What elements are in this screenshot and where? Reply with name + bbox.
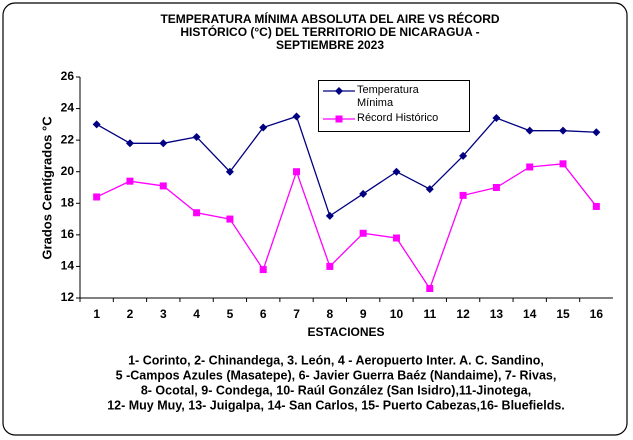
legend-item: Récord Histórico — [319, 112, 469, 125]
marker — [192, 132, 201, 141]
x-tick-label: 7 — [293, 307, 300, 321]
marker — [335, 115, 343, 123]
legend-label: Récord Histórico — [357, 112, 439, 124]
y-tick-label: 26 — [61, 69, 75, 83]
marker — [93, 193, 101, 201]
y-tick-label: 12 — [61, 290, 75, 304]
y-tick-label: 22 — [61, 132, 75, 146]
marker — [259, 123, 268, 132]
marker — [193, 209, 201, 217]
marker — [425, 185, 434, 194]
marker — [492, 184, 500, 191]
x-tick-label: 3 — [160, 307, 167, 321]
y-tick-label: 16 — [61, 227, 75, 241]
y-tick-label: 18 — [61, 195, 75, 209]
marker — [335, 87, 343, 95]
marker — [459, 151, 468, 160]
marker — [126, 177, 134, 185]
x-tick-label: 12 — [456, 307, 470, 321]
marker — [226, 215, 234, 223]
y-tick-label: 20 — [61, 164, 75, 178]
x-axis-label: ESTACIONES — [307, 325, 384, 339]
marker — [459, 191, 467, 199]
marker — [326, 262, 334, 270]
marker — [559, 160, 567, 168]
marker — [325, 211, 334, 220]
y-tick-label: 24 — [61, 101, 75, 115]
marker — [225, 167, 234, 176]
x-tick-label: 2 — [127, 307, 134, 321]
x-tick-label: 16 — [590, 307, 604, 321]
marker — [526, 163, 534, 171]
marker — [525, 126, 534, 135]
marker — [559, 126, 568, 135]
marker — [125, 139, 134, 148]
marker — [392, 234, 400, 242]
footnote: 1- Corinto, 2- Chinandega, 3. León, 4 - … — [128, 353, 544, 367]
chart-title: TEMPERATURA MÍNIMA ABSOLUTA DEL AIRE VS … — [160, 11, 499, 26]
frame — [2, 2, 628, 436]
footnote: 8- Ocotal, 9- Condega, 10- Raúl González… — [141, 383, 531, 397]
x-tick-label: 15 — [556, 307, 570, 321]
marker — [159, 139, 168, 148]
marker — [159, 182, 167, 190]
legend-label: Temperatura Mínima — [357, 84, 419, 109]
y-tick-label: 14 — [61, 259, 75, 273]
marker — [359, 229, 367, 237]
x-tick-label: 9 — [360, 307, 367, 321]
x-tick-label: 5 — [227, 307, 234, 321]
chart-title: HISTÓRICO (°C) DEL TERRITORIO DE NICARAG… — [180, 24, 479, 39]
marker — [259, 266, 267, 274]
legend-swatch — [323, 87, 355, 95]
x-tick-label: 6 — [260, 307, 267, 321]
marker — [426, 285, 434, 293]
footnote: 5 -Campos Azules (Masatepe), 6- Javier G… — [116, 368, 557, 382]
y-axis-label: Grados Centígrados °C — [39, 116, 54, 260]
marker — [492, 114, 501, 123]
series-line — [96, 163, 597, 290]
footnote: 12- Muy Muy, 13- Juigalpa, 14- San Carlo… — [107, 398, 565, 412]
legend-item: Temperatura Mínima — [319, 84, 419, 110]
marker — [392, 167, 401, 176]
x-tick-label: 10 — [390, 307, 404, 321]
marker — [592, 202, 600, 210]
marker — [592, 128, 601, 137]
x-tick-label: 11 — [423, 307, 436, 321]
marker — [292, 112, 301, 121]
marker — [293, 168, 301, 176]
x-tick-label: 13 — [490, 307, 504, 321]
legend-swatch — [323, 115, 355, 123]
chart-title: SEPTIEMBRE 2023 — [276, 38, 384, 52]
x-tick-label: 8 — [327, 307, 334, 321]
marker — [359, 189, 368, 198]
x-tick-label: 4 — [193, 307, 200, 321]
x-tick-label: 14 — [523, 307, 537, 321]
x-tick-label: 1 — [93, 307, 100, 321]
series-line — [96, 115, 597, 217]
legend: Temperatura Mínima Récord Histórico — [318, 80, 470, 132]
marker — [92, 120, 101, 129]
